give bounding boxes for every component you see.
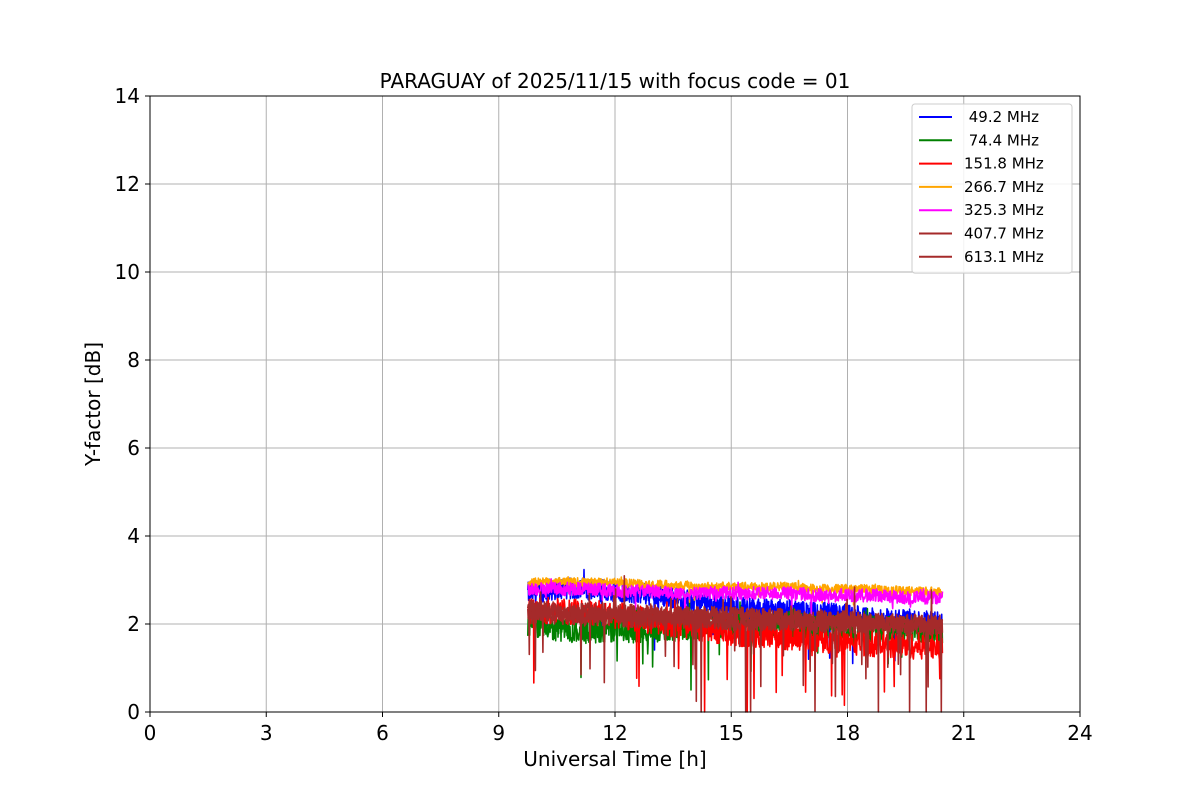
y-tick-label: 4	[127, 524, 140, 548]
legend-label: 613.1 MHz	[964, 248, 1044, 266]
series-layer	[527, 568, 944, 713]
legend-label: 407.7 MHz	[964, 225, 1044, 243]
legend-label: 74.4 MHz	[964, 131, 1039, 149]
y-tick-label: 6	[127, 436, 140, 460]
x-tick-label: 3	[260, 721, 273, 745]
y-tick-label: 8	[127, 348, 140, 372]
x-tick-label: 9	[492, 721, 505, 745]
x-tick-label: 18	[835, 721, 860, 745]
legend: 49.2 MHz 74.4 MHz 151.8 MHz 266.7 MHz 325.3…	[911, 103, 1073, 274]
x-tick-label: 0	[144, 721, 157, 745]
y-tick-label: 12	[115, 172, 140, 196]
chart-title: PARAGUAY of 2025/11/15 with focus code =…	[380, 69, 851, 93]
x-tick-label: 12	[602, 721, 627, 745]
x-tick-label: 6	[376, 721, 389, 745]
y-axis-label: Y-factor [dB]	[81, 342, 105, 467]
x-tick-label: 15	[719, 721, 744, 745]
y-tick-label: 2	[127, 612, 140, 636]
y-tick-label: 0	[127, 700, 140, 724]
legend-label: 151.8 MHz	[964, 155, 1044, 173]
series-line	[527, 574, 944, 713]
y-tick-label: 10	[115, 260, 140, 284]
legend-label: 325.3 MHz	[964, 201, 1044, 219]
legend-box	[911, 103, 1073, 274]
legend-label: 49.2 MHz	[964, 108, 1039, 126]
legend-label: 266.7 MHz	[964, 178, 1044, 196]
series-line	[527, 578, 944, 621]
x-tick-label: 21	[951, 721, 976, 745]
x-axis-label: Universal Time [h]	[523, 747, 706, 771]
x-tick-label: 24	[1067, 721, 1092, 745]
y-tick-label: 14	[115, 84, 140, 108]
